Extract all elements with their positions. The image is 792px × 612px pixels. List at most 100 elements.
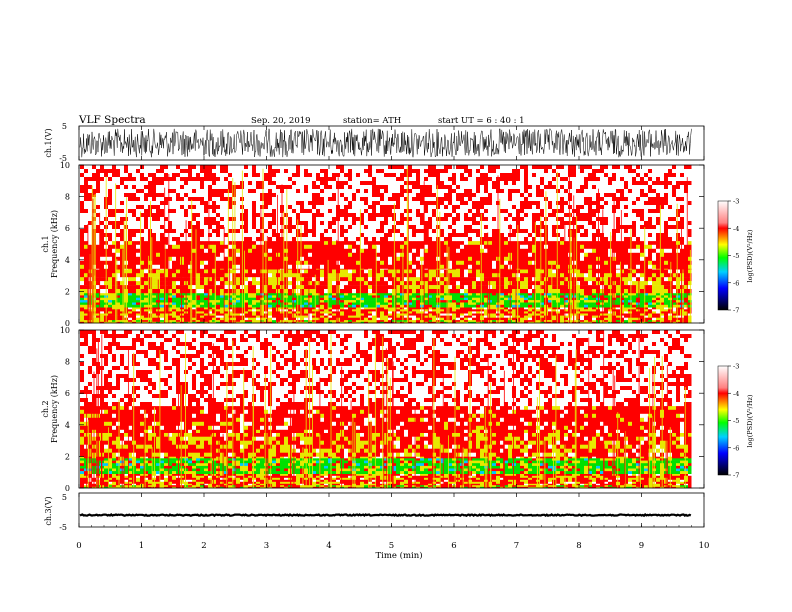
spectrogram-cell	[340, 281, 345, 286]
spectrogram-cell	[168, 300, 173, 303]
spectrogram-cell	[212, 315, 217, 318]
spectrogram-cell	[208, 264, 213, 270]
spectrogram-cell	[144, 268, 149, 270]
spectrogram-cell	[328, 273, 333, 278]
spectrogram-cell	[244, 269, 249, 274]
spectrogram-cell	[448, 319, 453, 323]
spectrogram-cell	[412, 319, 417, 323]
spectrogram-cell	[488, 260, 493, 266]
spectrogram-cell	[556, 311, 561, 314]
spectrogram-cell	[236, 300, 241, 303]
spectrogram-cell	[228, 315, 233, 318]
spectrogram-cell	[176, 268, 181, 270]
station-label: station= ATH	[343, 116, 401, 126]
spectrogram-cell	[580, 307, 585, 310]
spectrogram-cell	[452, 264, 457, 270]
spectrogram-cell	[628, 309, 633, 312]
spectrogram-cell	[560, 260, 565, 266]
spectrogram-cell	[648, 260, 653, 266]
spectrogram-cell	[424, 321, 429, 324]
spectrogram-cell	[600, 240, 605, 246]
spectrogram-cell	[640, 293, 645, 296]
spectrogram-cell	[120, 264, 125, 270]
spectrogram-cell	[152, 264, 157, 270]
spectrogram-cell	[224, 205, 229, 210]
spectrogram-cell	[468, 319, 473, 323]
spectrogram-cell	[584, 256, 589, 262]
spectrogram-cell	[388, 256, 393, 262]
spectrogram-cell	[252, 311, 257, 314]
spectrogram-cell	[180, 248, 185, 254]
spectrogram-cell	[144, 317, 149, 321]
spectrogram-cell	[308, 264, 313, 270]
spectrogram-cell	[388, 273, 393, 278]
spectrogram-cell	[96, 213, 101, 218]
spectrogram-cell	[436, 252, 441, 258]
spectrogram-cell	[160, 173, 165, 178]
spectrogram-cell	[224, 293, 229, 296]
spectrogram-cell	[332, 307, 337, 310]
spectrogram-cell	[580, 252, 585, 258]
spectrogram-cell	[260, 315, 265, 318]
spectrogram-cell	[224, 181, 229, 186]
spectrogram-cell	[556, 302, 561, 306]
spectrogram-cell	[456, 264, 461, 270]
spectrogram-cell	[220, 209, 225, 214]
spectrogram-cell	[536, 240, 541, 246]
spectrogram-cell	[132, 273, 137, 278]
spectrogram-cell	[376, 309, 381, 312]
spectrogram-cell	[536, 302, 541, 306]
spectrogram-cell	[208, 313, 213, 316]
spectrogram-cell	[356, 297, 361, 301]
spectrogram-cell	[168, 165, 173, 170]
spectrogram-cell	[588, 248, 593, 254]
spectrogram-cell	[144, 181, 149, 186]
spectrogram-cell	[116, 181, 121, 186]
spectrogram-cell	[648, 285, 653, 290]
spectrogram-cell	[432, 309, 437, 312]
spectrogram-cell	[384, 285, 389, 290]
spectrogram-cell	[200, 307, 205, 310]
spectrogram-cell	[168, 189, 173, 194]
spectrogram-cell	[408, 304, 413, 308]
spectrogram-cell	[164, 269, 169, 274]
spectrogram-cell	[344, 268, 349, 270]
spectrogram-cell	[200, 193, 205, 198]
spectrogram-cell	[268, 240, 273, 246]
spectrogram-cell	[220, 240, 225, 246]
spectrogram-cell	[616, 248, 621, 254]
spectrogram-cell	[648, 295, 653, 299]
spectrogram-cell	[668, 304, 673, 308]
spectrogram-cell	[108, 197, 113, 202]
spectrogram-cell	[636, 317, 641, 321]
spectrogram-cell	[248, 240, 253, 246]
spectrogram-cell	[368, 313, 373, 316]
spectrogram-cell	[660, 264, 665, 270]
spectrogram-cell	[480, 268, 485, 270]
spectrogram-cell	[424, 256, 429, 262]
spectrogram-cell	[300, 293, 305, 296]
spectrogram-cell	[344, 304, 349, 308]
spectrogram-cell	[664, 317, 669, 321]
spectrogram-cell	[288, 309, 293, 312]
spectrogram-cell	[372, 289, 377, 294]
spectrogram-cell	[672, 309, 677, 312]
spectrogram-cell	[112, 277, 117, 282]
spectrogram-cell	[276, 295, 281, 299]
spectrogram-cell	[168, 302, 173, 306]
spectrogram-cell	[112, 268, 117, 270]
spectrogram-cell	[448, 297, 453, 301]
spectrogram-cell	[132, 269, 137, 274]
spectrogram-cell	[656, 248, 661, 254]
spectrogram-cell	[316, 281, 321, 286]
spectrogram-cell	[488, 311, 493, 314]
spectrogram-cell	[244, 307, 249, 310]
spectrogram-cell	[312, 240, 317, 246]
spectrogram-cell	[164, 229, 169, 234]
spectrogram-cell	[124, 185, 129, 190]
spectrogram-cell	[380, 277, 385, 282]
spectrogram-cell	[180, 225, 185, 230]
spectrogram-cell	[88, 193, 93, 198]
spectrogram-cell	[108, 248, 113, 254]
spectrogram-cell	[204, 244, 209, 250]
